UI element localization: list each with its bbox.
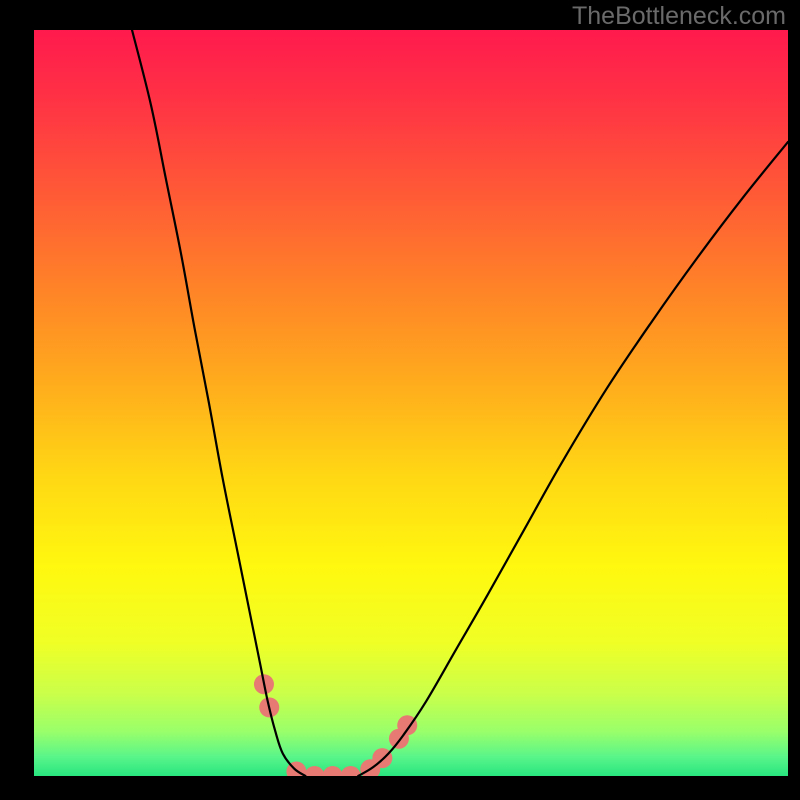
plot-area [34,30,788,776]
chart-svg [34,30,788,776]
watermark-text: TheBottleneck.com [572,2,786,31]
gradient-background [34,30,788,776]
